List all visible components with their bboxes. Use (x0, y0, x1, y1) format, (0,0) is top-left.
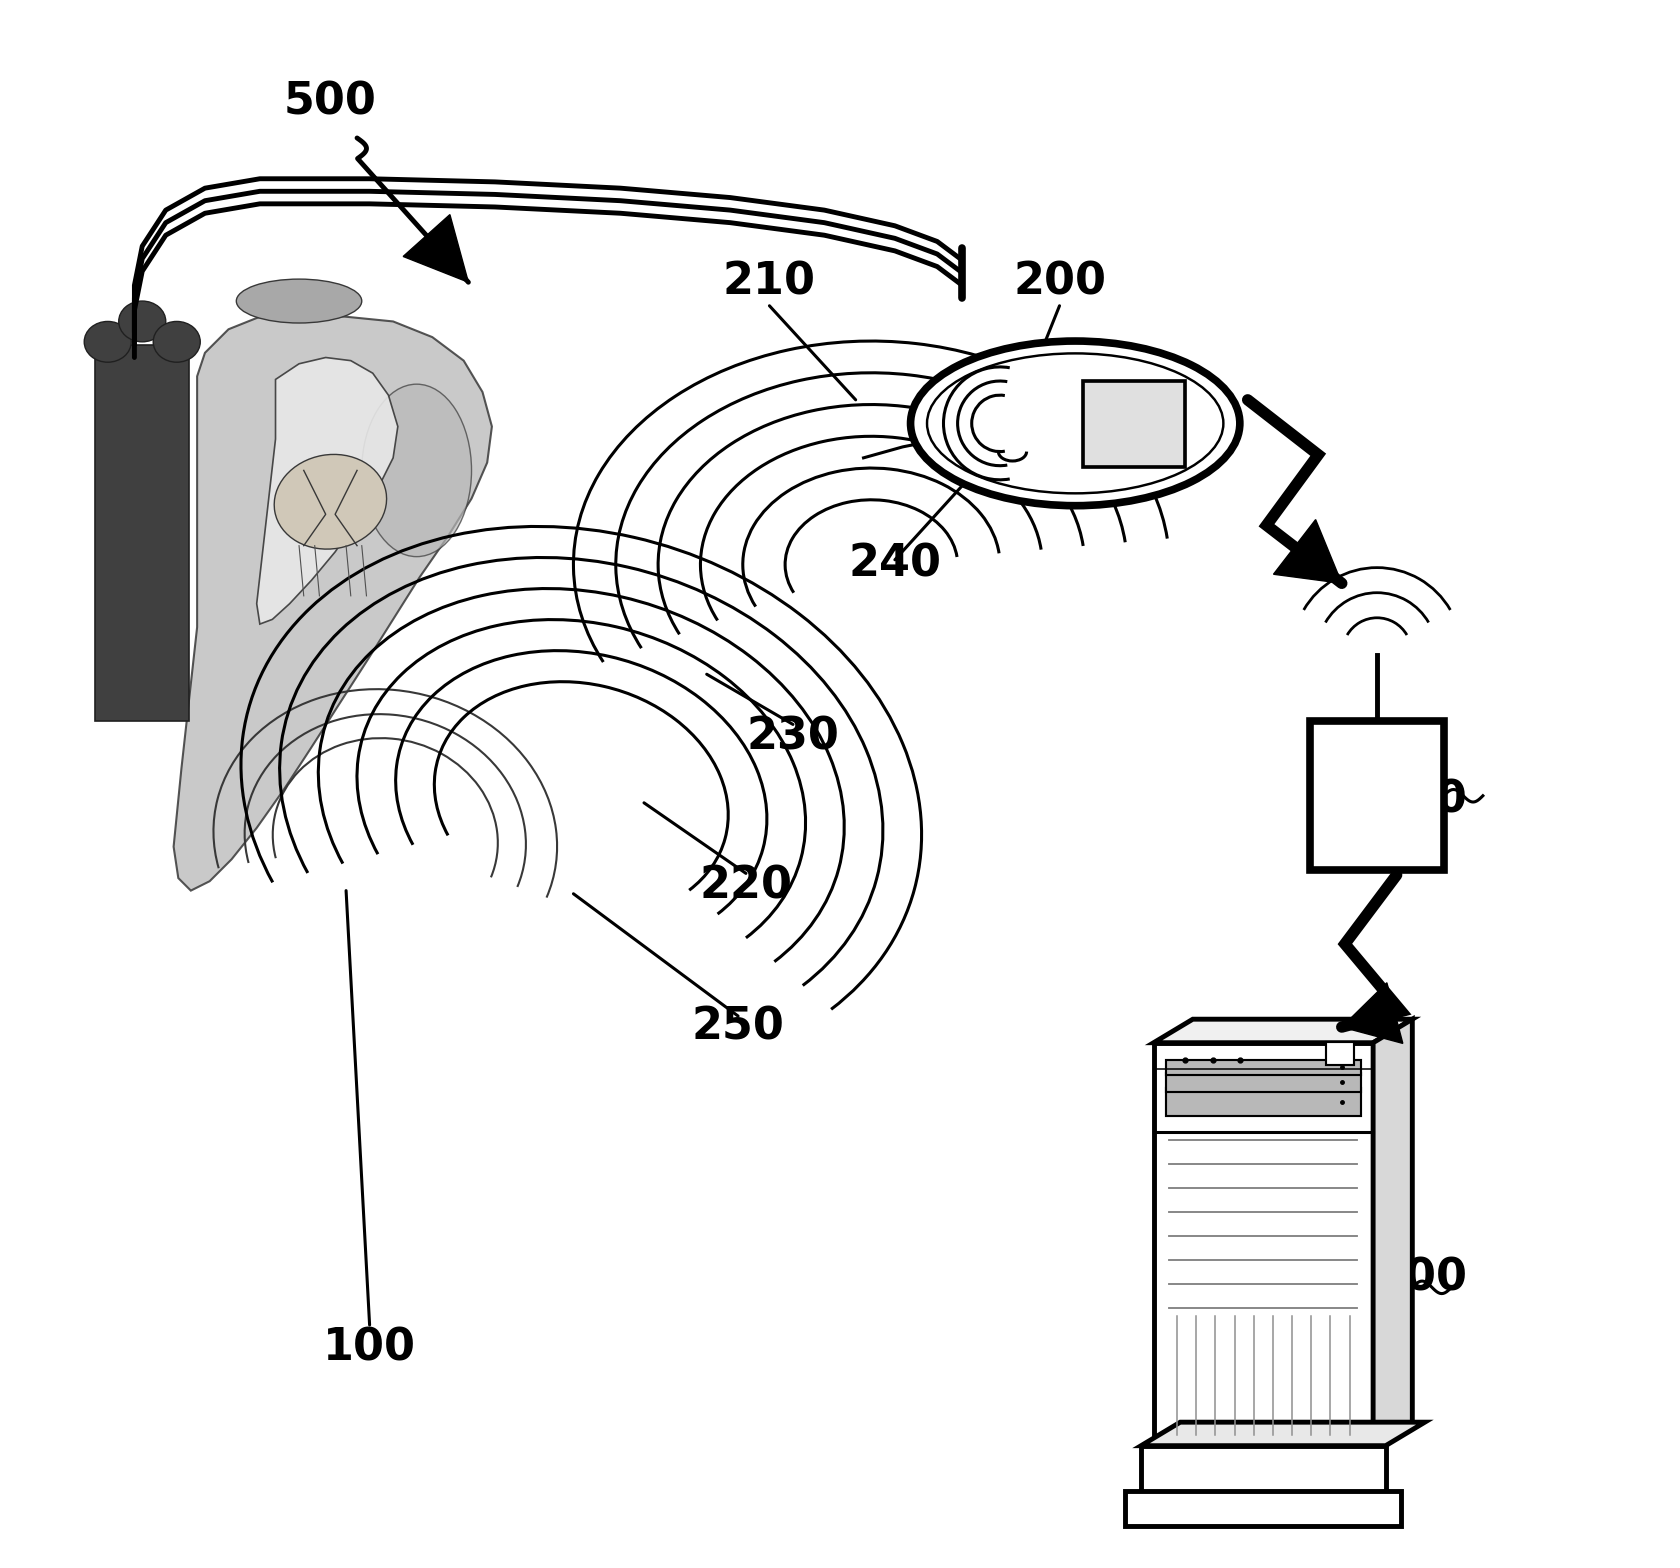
Ellipse shape (84, 321, 131, 362)
Text: 250: 250 (692, 1005, 785, 1049)
Ellipse shape (237, 279, 361, 323)
Bar (1326, 1041, 1354, 1065)
Text: 240: 240 (848, 543, 941, 586)
Bar (1141, 1446, 1386, 1497)
Polygon shape (173, 314, 492, 891)
Ellipse shape (361, 384, 472, 557)
Text: 500: 500 (284, 80, 376, 124)
Bar (1154, 1043, 1373, 1450)
Bar (96, 345, 190, 721)
Text: 400: 400 (1374, 1256, 1467, 1300)
Text: 300: 300 (1374, 778, 1467, 822)
Ellipse shape (274, 455, 386, 549)
Bar (1166, 1073, 1361, 1091)
Polygon shape (1154, 1019, 1413, 1043)
Ellipse shape (153, 321, 200, 362)
Text: 210: 210 (722, 260, 816, 304)
Bar (1126, 1491, 1401, 1526)
Bar (1166, 1088, 1361, 1116)
Text: 100: 100 (323, 1327, 417, 1370)
Polygon shape (1273, 519, 1342, 583)
Polygon shape (403, 215, 469, 282)
Bar (1084, 381, 1184, 467)
Text: 230: 230 (746, 715, 840, 759)
Bar (1310, 721, 1443, 870)
Polygon shape (257, 358, 398, 624)
Bar (1166, 1060, 1361, 1076)
Polygon shape (1342, 983, 1403, 1043)
Polygon shape (1141, 1422, 1425, 1446)
Polygon shape (1373, 1019, 1413, 1450)
Ellipse shape (911, 342, 1240, 506)
Ellipse shape (119, 301, 166, 342)
Text: 220: 220 (699, 864, 793, 908)
Text: 200: 200 (1013, 260, 1105, 304)
